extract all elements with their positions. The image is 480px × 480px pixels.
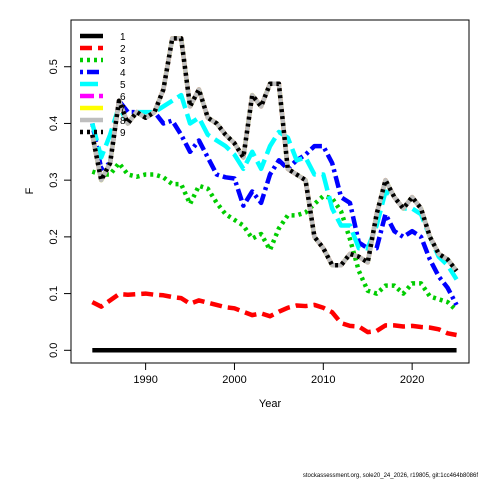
series-line-8	[90, 36, 459, 273]
x-tick-label: 2010	[311, 374, 335, 386]
footer-stamp: stockassessment.org, sole20_24_2026, r19…	[303, 473, 478, 479]
x-axis-title: Year	[259, 398, 282, 410]
y-tick-label: 0.4	[48, 116, 60, 131]
y-tick-label: 0.2	[48, 229, 60, 244]
legend-label-1: 1	[120, 32, 126, 43]
legend-label-3: 3	[120, 56, 126, 67]
legend-label-6: 6	[120, 92, 126, 103]
legend-label-9: 9	[120, 128, 126, 139]
y-tick-label: 0.3	[48, 173, 60, 188]
y-tick-label: 0.0	[48, 343, 60, 358]
y-tick-label: 0.5	[48, 59, 60, 74]
series-layer	[90, 36, 459, 353]
x-tick-label: 2020	[400, 374, 424, 386]
x-tick-label: 1990	[133, 374, 157, 386]
legend-label-4: 4	[120, 68, 126, 79]
series-line-2	[91, 291, 457, 338]
legend-label-7: 7	[120, 104, 126, 115]
series-line-3	[91, 160, 459, 313]
x-tick-label: 2000	[222, 374, 246, 386]
legend-label-8: 8	[120, 116, 126, 127]
legend-label-5: 5	[120, 80, 126, 91]
legend-label-2: 2	[120, 44, 126, 55]
y-tick-label: 0.1	[48, 286, 60, 301]
y-axis-title: F	[24, 187, 36, 194]
axis-layer: 1990 2000 2010 2020 0.0 0.1 0.2 0.3 0.4 0.5	[48, 59, 424, 386]
